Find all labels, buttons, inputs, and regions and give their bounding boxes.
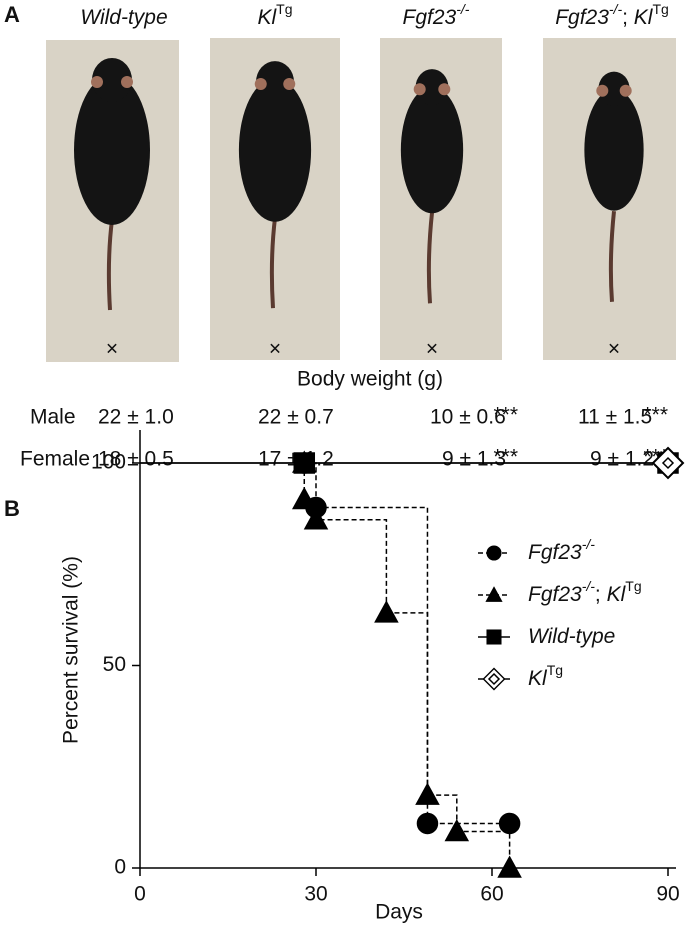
label-part: -/- [456,1,470,17]
cell: 9 ± 1.3 [442,448,506,471]
marker-inner [487,672,501,686]
legend-marker [486,545,502,561]
mouse-body [74,75,150,225]
x-axis-label: Days [375,901,423,924]
legend-marker [485,586,503,602]
label-part: Kl [634,6,654,29]
cell: 11 ± 1.5 [578,406,652,429]
label: Fgf23-/-; KlTg [555,1,669,29]
label-part: Fgf23 [403,6,457,29]
label-part: -/- [582,578,596,594]
mouse-ear [413,83,426,96]
x-tick-label: 30 [304,883,327,906]
label-part: Kl [528,667,548,690]
photos: × × × × [46,38,676,362]
mouse-head [415,69,449,106]
x-tick-label: 90 [656,883,679,906]
label-part: Fgf23 [555,6,609,29]
cell: 22 ± 0.7 [258,406,334,429]
mouse-body [584,89,644,211]
row-label: Male [30,406,76,429]
x-mark: × [608,338,620,361]
marker [291,486,317,510]
label-part: Wild-type [80,6,167,29]
label: Fgf23-/- [528,536,595,564]
y-tick-label: 0 [114,856,126,879]
x-tick-label: 60 [480,883,503,906]
marker [374,600,399,623]
label: Wild-type [528,625,615,648]
weight-title: Body weight (g) [297,368,443,391]
label-part: ; [622,6,634,29]
label-part: -/- [582,536,596,552]
cell: 10 ± 0.6 [430,406,506,429]
panel-label: A [4,2,20,27]
panel-label: B [4,496,20,521]
label: KlTg [257,1,292,29]
mouse-head [92,58,132,102]
label-part: Tg [652,1,668,17]
cell: 22 ± 1.0 [98,406,174,429]
mouse-ear [254,78,267,90]
marker [498,812,521,835]
label-part: Tg [547,662,563,678]
survival-line [303,463,511,868]
y-tick-label: 50 [103,653,126,676]
label-part: Fgf23 [528,541,582,564]
label: KlTg [528,662,563,690]
mouse-body [400,86,464,214]
cell: 18 ± 0.5 [98,448,174,471]
label-part: ; [595,583,607,606]
legend-marker [486,629,502,645]
mouse-head [598,71,630,106]
y-axis-label: Percent survival (%) [60,556,83,744]
label-part: Tg [625,578,641,594]
label-part: Kl [257,6,277,29]
survival-line [304,462,510,825]
mouse-ear [438,83,451,96]
label: Fgf23-/- [403,1,470,29]
mouse-tail [608,210,616,302]
label-part: Wild-type [528,625,615,648]
significance: *** [493,446,518,469]
marker [651,446,685,480]
marker-inner [661,456,675,470]
label-part: Fgf23 [528,583,582,606]
x-mark: × [269,338,281,361]
mouse-ear [91,76,103,88]
row-label: Female [20,448,90,471]
mouse-ear [283,78,296,90]
x-mark: × [426,338,438,361]
mouse-ear [121,76,133,88]
label: Fgf23-/-; KlTg [528,578,642,606]
significance: *** [493,404,518,427]
mouse-ear [619,84,632,97]
marker [415,782,440,805]
y-tick-label: 100 [91,451,126,474]
label-part: -/- [609,1,623,17]
marker [303,507,329,530]
significance: *** [643,404,668,427]
label: Wild-type [80,6,167,29]
cell: 9 ± 1.2 [590,448,654,471]
legend-marker [482,667,506,691]
marker [497,855,522,878]
marker [416,812,439,835]
label-part: Tg [276,1,292,17]
mouse-ear [596,84,609,97]
mouse-tail [426,212,434,304]
mouse-tail [269,217,277,309]
mouse-tail [106,219,114,311]
mouse-body [238,78,312,222]
marker [444,818,470,842]
mouse-head [256,61,294,103]
x-tick-label: 0 [134,883,146,906]
x-mark: × [106,338,118,361]
label-part: Kl [607,583,627,606]
